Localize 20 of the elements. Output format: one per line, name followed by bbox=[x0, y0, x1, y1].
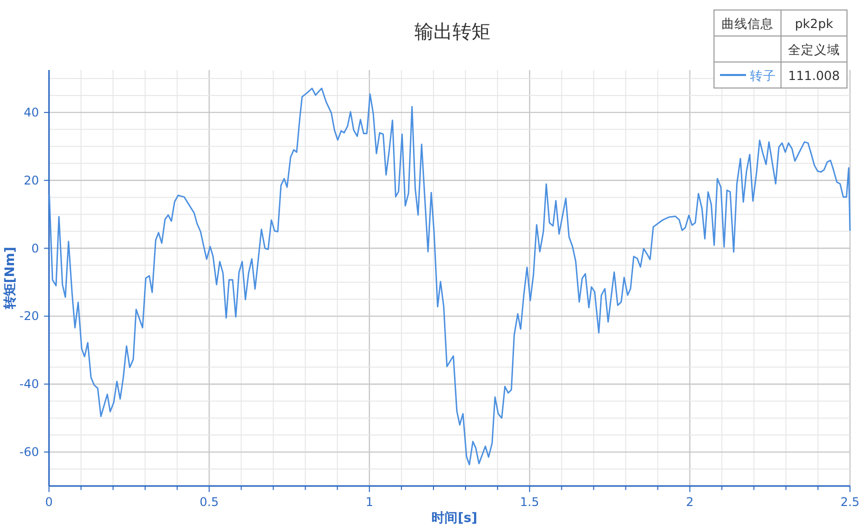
y-tick-label: -40 bbox=[19, 377, 39, 392]
text: 全定义域 bbox=[788, 42, 840, 57]
y-tick-label: 0 bbox=[31, 241, 39, 256]
legend-label: 转子 bbox=[750, 68, 776, 83]
x-tick-label: 2.5 bbox=[840, 495, 860, 509]
x-tick-label: 0 bbox=[45, 495, 53, 509]
y-axis-title: 转矩[Nm] bbox=[3, 246, 18, 310]
x-tick-label: 1 bbox=[366, 495, 374, 509]
annotation: 111.008 bbox=[788, 68, 840, 83]
y-tick-label: -60 bbox=[19, 445, 39, 460]
text: pk2pk bbox=[794, 16, 834, 31]
y-tick-label: 40 bbox=[24, 105, 39, 120]
y-tick-label: -20 bbox=[19, 309, 39, 324]
x-tick-label: 0.5 bbox=[200, 495, 219, 509]
chart-title: 输出转矩 bbox=[414, 21, 490, 43]
x-tick-label: 1.5 bbox=[520, 495, 540, 509]
x-axis-title: 时间[s] bbox=[432, 511, 478, 526]
text: 曲线信息 bbox=[722, 16, 774, 31]
x-tick-label: 2 bbox=[686, 495, 694, 509]
y-tick-label: 20 bbox=[24, 173, 39, 188]
